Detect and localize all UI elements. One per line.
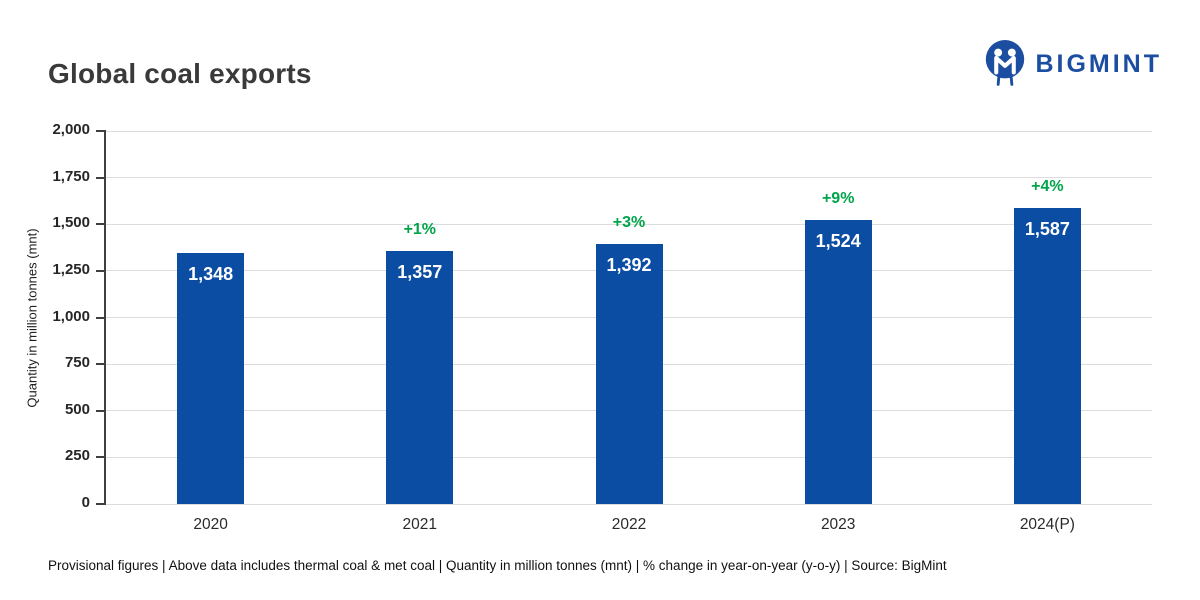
bar — [1013, 208, 1081, 504]
y-axis-tick-label: 500 — [64, 400, 90, 418]
bigmint-logo-icon — [986, 40, 1025, 86]
y-axis-tick — [96, 363, 104, 366]
bar — [386, 250, 454, 504]
pct-change-label: +3% — [612, 214, 646, 232]
pct-change-label: +9% — [821, 189, 855, 207]
x-axis-tick-label: 2020 — [193, 516, 228, 533]
y-axis-tick-label: 750 — [64, 354, 90, 372]
pct-change-label: +1% — [403, 220, 437, 238]
bar-value-label: 1,524 — [815, 230, 861, 251]
x-axis-tick-label: 2022 — [611, 516, 647, 533]
y-axis-tick — [96, 176, 104, 179]
footnote: Provisional figures | Above data include… — [48, 558, 947, 573]
bigmint-logo-text: BIGMINT — [1035, 49, 1162, 78]
gridline — [106, 223, 1152, 225]
y-axis-tick — [96, 269, 104, 272]
x-axis-tick-label: 2021 — [402, 516, 438, 533]
y-axis-tick — [96, 456, 104, 459]
y-axis-tick — [96, 503, 104, 505]
y-axis-tick-label: 0 — [81, 494, 90, 511]
y-axis-tick-label: 250 — [64, 447, 90, 465]
page-title: Global coal exports — [48, 58, 312, 89]
y-axis-line — [104, 130, 106, 505]
x-axis-tick-label: 2023 — [820, 516, 856, 533]
pct-change-label: +4% — [1031, 178, 1064, 196]
bar — [177, 252, 245, 504]
bar — [595, 244, 663, 504]
bar-value-label: 1,587 — [1024, 219, 1070, 240]
bar-value-label: 1,357 — [397, 261, 443, 282]
gridline — [106, 503, 1152, 505]
bar-value-label: 1,392 — [606, 255, 652, 276]
bar — [804, 219, 872, 504]
y-axis-tick-label: 1,750 — [52, 167, 90, 185]
x-axis-tick-label: 2024(P) — [1019, 516, 1075, 533]
y-axis-tick — [96, 409, 104, 412]
gridline — [106, 130, 1152, 132]
y-axis-tick — [96, 316, 104, 319]
bar-value-label: 1,348 — [188, 263, 234, 284]
bigmint-logo: BIGMINT — [985, 40, 1162, 88]
y-axis-tick-label: 1,250 — [52, 260, 90, 278]
y-axis-tick-label: 1,500 — [52, 214, 90, 232]
y-axis-tick-label: 1,000 — [52, 307, 90, 325]
y-axis-tick-label: 2,000 — [52, 121, 90, 138]
y-axis-tick — [96, 130, 104, 132]
y-axis-tick — [96, 223, 104, 226]
gridline — [106, 177, 1152, 179]
